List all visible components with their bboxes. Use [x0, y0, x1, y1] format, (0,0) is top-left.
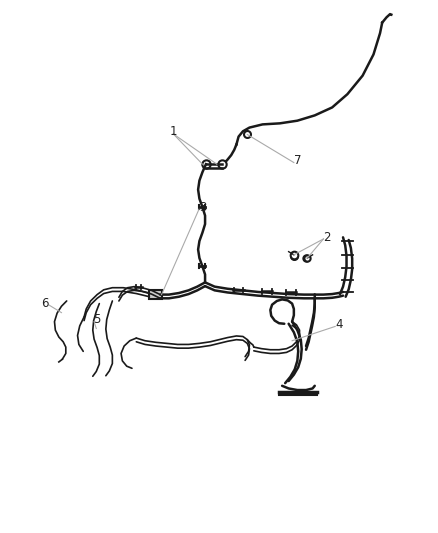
Bar [149, 290, 162, 300]
Text: 3: 3 [199, 200, 206, 214]
Text: 5: 5 [93, 313, 101, 326]
Text: 2: 2 [323, 231, 331, 244]
Text: 6: 6 [41, 297, 49, 310]
Text: 4: 4 [335, 318, 343, 332]
Text: 7: 7 [293, 154, 301, 167]
Text: 1: 1 [170, 125, 177, 138]
